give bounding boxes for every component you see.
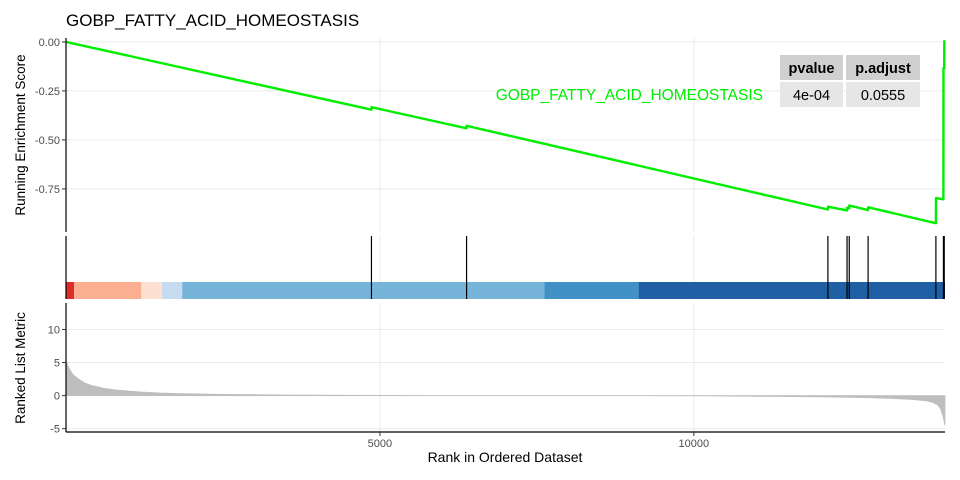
series-label: GOBP_FATTY_ACID_HOMEOSTASIS <box>496 87 763 104</box>
heat-band <box>162 282 183 299</box>
es-y-tick-label: -0.75 <box>35 184 60 196</box>
table-cell <box>780 82 843 107</box>
es-line <box>65 39 946 225</box>
metric-y-tick-label: 5 <box>54 358 60 370</box>
annotation-layer: GOBP_FATTY_ACID_HOMEOSTASIS pvalue p.adjus… <box>496 55 920 107</box>
table-header-pvalue: pvalue <box>789 61 835 77</box>
table-header-cell <box>846 55 920 80</box>
chart-title: GOBP_FATTY_ACID_HOMEOSTASIS <box>66 11 360 30</box>
table-value: 4e-04 <box>793 88 830 104</box>
heat-band <box>544 282 639 299</box>
heat-band <box>141 282 163 299</box>
ranked-metric-panel: 10 5 0 -5 5000 10000 <box>48 303 946 450</box>
ranked-metric-area <box>65 359 946 426</box>
x-tick-label: 5000 <box>368 438 392 450</box>
table-header-cell <box>780 55 843 80</box>
x-axis-label: Rank in Ordered Dataset <box>428 449 583 465</box>
metric-y-tick-label: -5 <box>50 424 60 436</box>
heat-band <box>182 282 545 299</box>
es-y-axis-label: Running Enrichment Score <box>13 54 28 215</box>
heat-band <box>638 282 945 299</box>
heat-band <box>74 282 142 299</box>
metric-y-tick-label: 0 <box>54 391 60 403</box>
table-cell <box>846 82 920 107</box>
es-y-tick-label: 0.00 <box>39 37 60 49</box>
heat-band <box>66 282 75 299</box>
gene-hits-panel <box>65 236 945 299</box>
es-y-tick-label: -0.50 <box>35 135 60 147</box>
x-tick-label: 10000 <box>679 438 710 450</box>
metric-y-axis-label: Ranked List Metric <box>13 312 28 424</box>
metric-y-tick-label: 10 <box>48 324 60 336</box>
table-value: 0.0555 <box>861 88 905 104</box>
es-y-tick-label: -0.25 <box>35 86 60 98</box>
table-header-p-adjust: p.adjust <box>855 61 911 77</box>
